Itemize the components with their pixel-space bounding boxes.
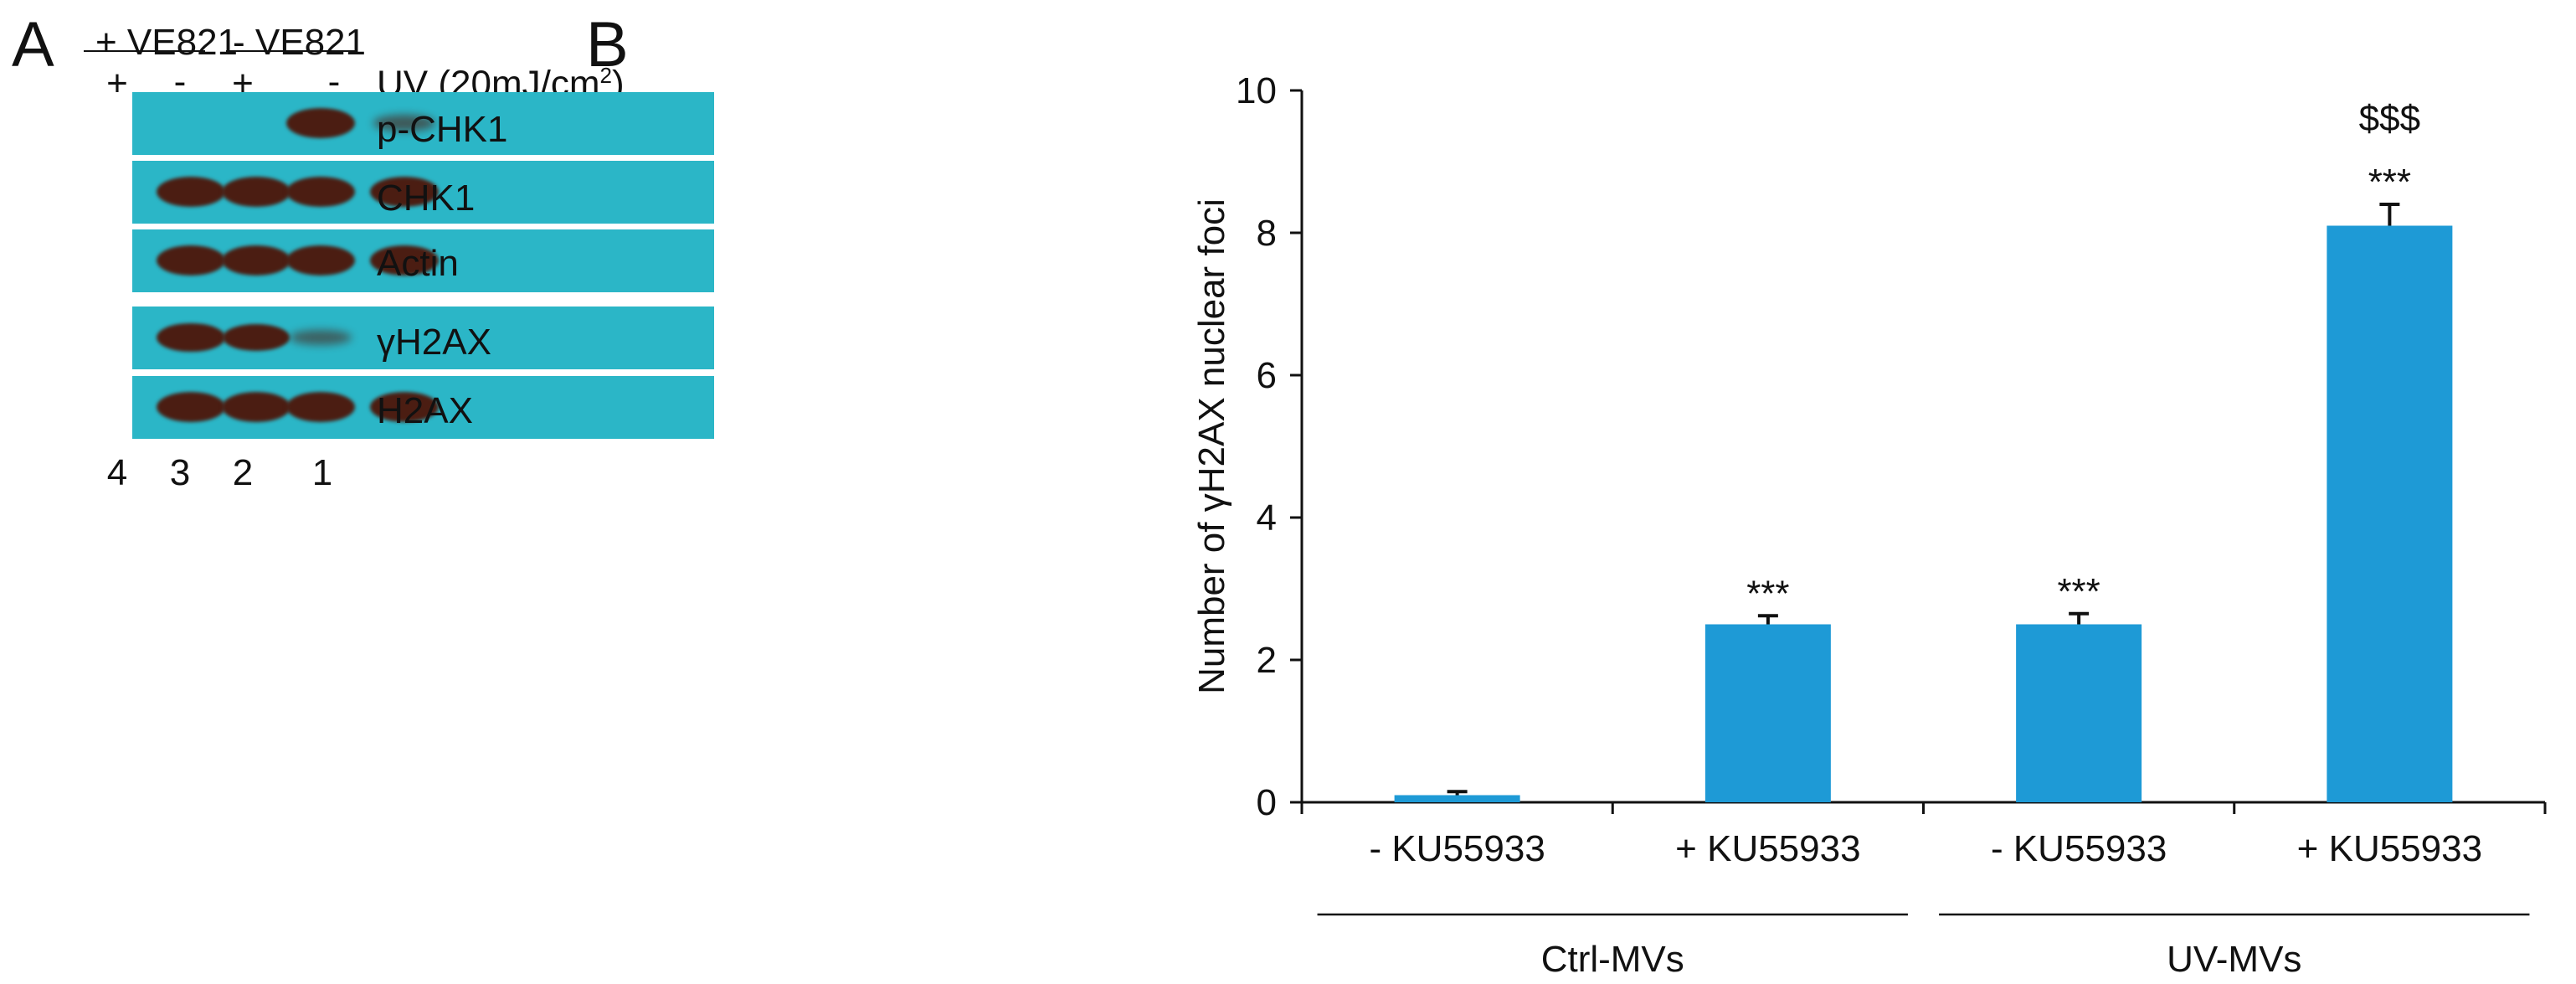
lane-number-4: 4 [106, 452, 128, 493]
group-label: Ctrl-MVs [1541, 939, 1684, 980]
bar [2016, 624, 2142, 802]
blot-label-gamma-h2ax: γH2AX [377, 322, 491, 363]
blot-gamma-h2ax [132, 307, 714, 369]
band-lane-3 [222, 392, 291, 422]
band-lane-1 [373, 115, 436, 131]
panel-b-letter: B [586, 9, 629, 80]
band-lane-2 [286, 177, 355, 207]
y-axis-title: Number of γH2AX nuclear foci [1191, 198, 1232, 694]
bar [1704, 624, 1831, 802]
band-lane-4 [157, 177, 225, 207]
x-tick-label: - KU55933 [1369, 828, 1545, 869]
blot-label-chk1: CHK1 [377, 178, 476, 219]
blot-label-h2ax: H2AX [377, 390, 473, 431]
panel-a-letter: A [12, 9, 54, 80]
significance-dollar: $$$ [2359, 98, 2420, 139]
uv-sign-lane-3: - [173, 61, 187, 102]
x-tick-label: + KU55933 [1675, 828, 1860, 869]
uv-sign-lane-1: - [327, 61, 341, 102]
group-label: UV-MVs [2167, 939, 2301, 980]
y-tick-label: 2 [1257, 640, 1277, 681]
band-lane-2 [290, 330, 352, 345]
band-lane-2 [286, 108, 355, 138]
y-tick-label: 4 [1257, 497, 1277, 538]
blot-label-actin: Actin [377, 243, 459, 284]
band-lane-3 [222, 177, 291, 207]
significance-stars: *** [2368, 162, 2411, 203]
band-lane-3 [222, 323, 291, 352]
x-tick-label: + KU55933 [2297, 828, 2482, 869]
band-lane-1 [370, 245, 439, 276]
blot-p-chk1 [132, 92, 714, 155]
band-lane-3 [222, 245, 291, 276]
band-lane-4 [157, 245, 225, 276]
significance-stars: *** [2057, 571, 2100, 612]
blot-chk1 [132, 161, 714, 224]
band-lane-4 [157, 322, 225, 353]
band-lane-2 [286, 245, 355, 276]
lane-number-1: 1 [311, 452, 333, 493]
blot-h2ax [132, 376, 714, 439]
blot-label-p-chk1: p-CHK1 [377, 109, 508, 150]
minus-ve821-line [226, 50, 356, 52]
plus-ve821-line [84, 50, 205, 52]
y-tick-label: 0 [1257, 782, 1277, 823]
y-tick-label: 10 [1236, 70, 1277, 111]
lane-number-2: 2 [232, 452, 254, 493]
significance-stars: *** [1746, 573, 1789, 614]
uv-sign-lane-4: + [106, 63, 128, 104]
band-lane-1 [370, 177, 439, 207]
band-lane-2 [286, 392, 355, 422]
minus-ve821-label: - VE821 [233, 22, 366, 63]
bar [1394, 795, 1520, 802]
bar [2327, 225, 2453, 802]
y-tick-label: 6 [1257, 355, 1277, 396]
lane-number-3: 3 [169, 452, 191, 493]
x-tick-label: - KU55933 [1991, 828, 2167, 869]
band-lane-4 [157, 392, 225, 422]
blot-actin [132, 229, 714, 292]
band-lane-1 [370, 392, 439, 422]
y-tick-label: 8 [1257, 213, 1277, 254]
